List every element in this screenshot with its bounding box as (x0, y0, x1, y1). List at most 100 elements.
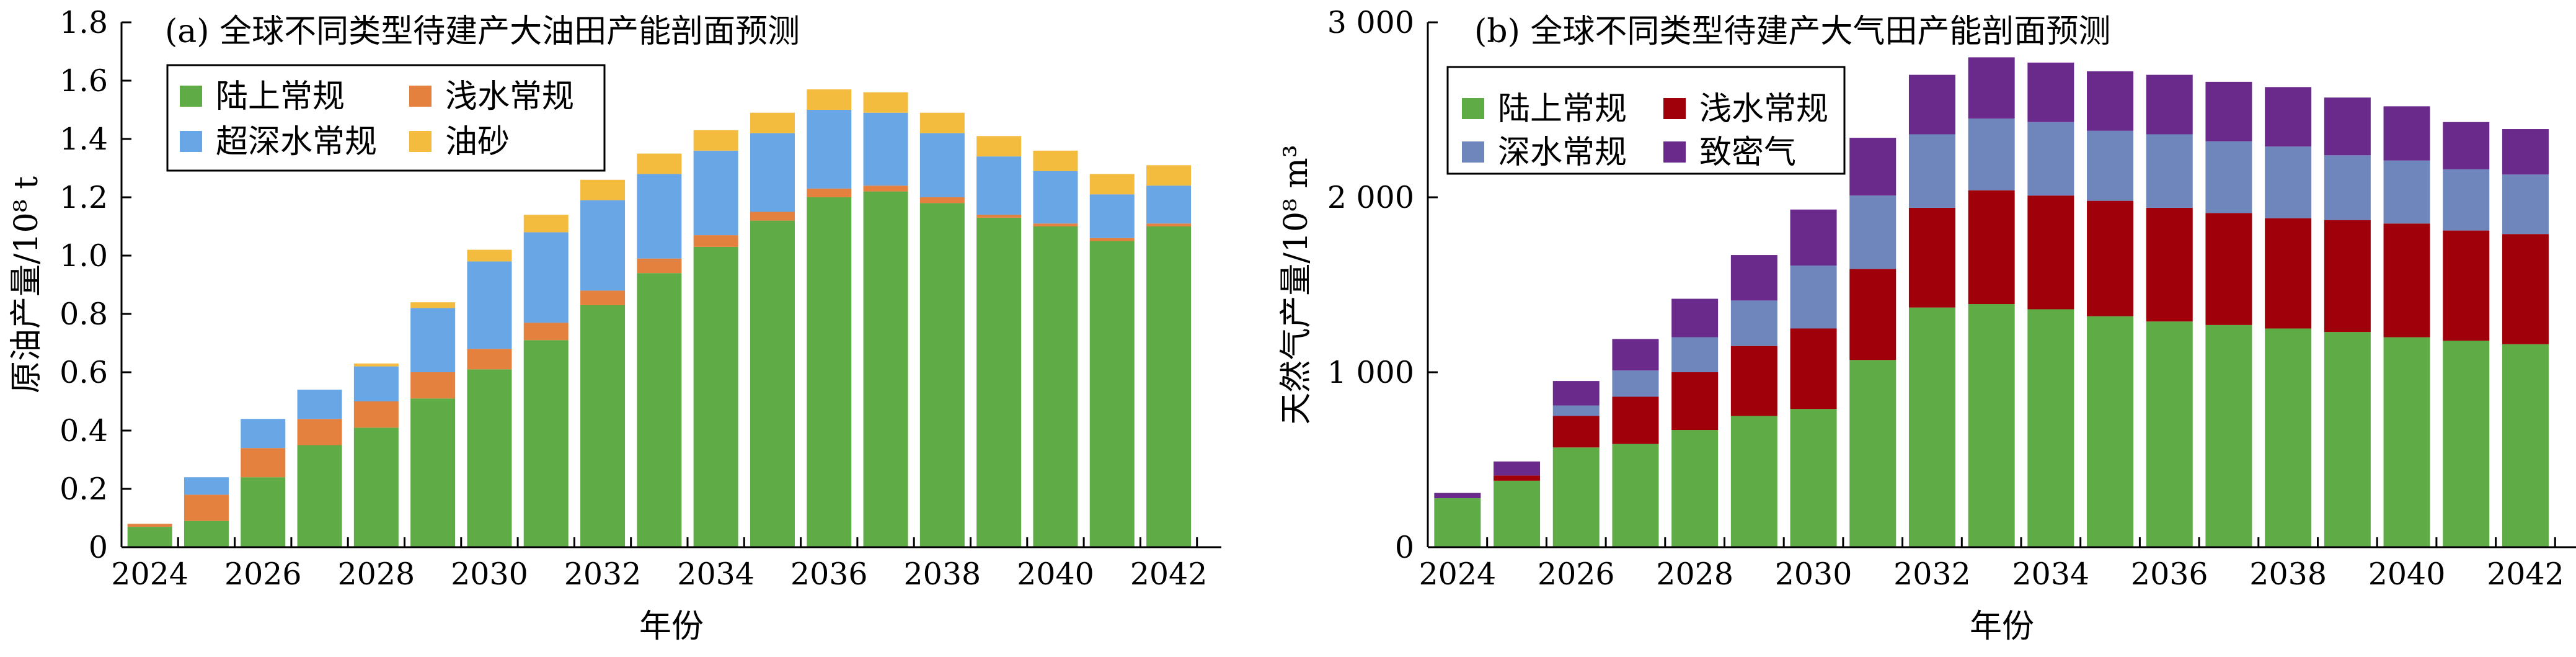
bar-2042-series-3 (1146, 165, 1192, 186)
bar-2027-series-1 (297, 419, 342, 445)
bar-2028-series-2 (353, 366, 399, 401)
bar-2035-series-3 (2087, 71, 2134, 131)
legend-swatch (180, 86, 202, 107)
bar-2035-series-1 (750, 212, 795, 221)
x-tick-label: 2042 (1130, 556, 1208, 592)
bar-2031-series-1 (1849, 269, 1897, 360)
bar-2041-series-1 (1089, 238, 1135, 241)
bar-2030-series-3 (467, 249, 512, 262)
x-tick-label: 2030 (451, 556, 528, 592)
bar-2042-series-1 (1146, 223, 1192, 226)
bar-2025-series-0 (184, 521, 229, 547)
x-tick-label: 2024 (111, 556, 188, 592)
bar-2042-series-1 (2502, 234, 2549, 344)
bar-2042-series-0 (2502, 344, 2549, 547)
bar-2039-series-0 (2324, 332, 2371, 547)
chart-panel-b: 0 1 000 2 000 3 000 2024 2026 2028 2030 2032 2034… (1278, 5, 2576, 645)
bar-2028-series-1 (1671, 372, 1719, 431)
bar-2032-series-0 (1908, 307, 1955, 547)
x-tick-label: 2032 (564, 556, 642, 592)
x-axis-title: 年份 (1970, 608, 2034, 645)
x-tick-label: 2026 (224, 556, 302, 592)
x-tick-label: 2038 (2249, 556, 2327, 592)
bar-2040-series-0 (1033, 226, 1078, 547)
bar-2036-series-1 (807, 188, 852, 197)
bar-2024-series-0 (127, 527, 172, 547)
bar-2030-series-2 (467, 261, 512, 349)
bar-2033-series-0 (1968, 304, 2015, 547)
legend-swatch (1462, 141, 1484, 163)
legend-label: 浅水常规 (445, 78, 574, 115)
bar-2038-series-3 (919, 112, 965, 133)
bar-2032-series-3 (1908, 74, 1955, 135)
bar-2034-series-0 (693, 246, 738, 547)
bar-2037-series-1 (863, 185, 908, 192)
bar-2031-series-1 (523, 323, 569, 341)
legend-label: 致密气 (1699, 134, 1796, 171)
legend-label: 深水常规 (1498, 134, 1627, 171)
y-tick-label: 1.6 (60, 63, 108, 99)
bar-2042-series-0 (1146, 226, 1192, 547)
bar-2031-series-3 (523, 215, 569, 233)
y-tick-label: 1.2 (60, 180, 108, 215)
bar-2026-series-2 (241, 419, 286, 449)
bar-2039-series-2 (2324, 155, 2371, 220)
x-tick-label: 2034 (677, 556, 755, 592)
bar-2026-series-2 (1552, 405, 1600, 416)
bar-2029-series-2 (1730, 300, 1777, 346)
bar-2035-series-0 (2087, 316, 2134, 547)
bar-2032-series-2 (1908, 134, 1955, 208)
y-tick-label: 0.6 (60, 355, 108, 390)
y-tick-label: 0.2 (60, 472, 108, 507)
bar-2031-series-0 (523, 340, 569, 547)
x-tick-label: 2040 (2368, 556, 2446, 592)
x-tick-label: 2036 (790, 556, 868, 592)
legend-swatch (1663, 141, 1686, 163)
bar-2038-series-0 (919, 203, 965, 547)
bar-2035-series-3 (750, 112, 795, 133)
legend-swatch (409, 86, 432, 107)
bar-2039-series-1 (976, 215, 1022, 218)
bar-2041-series-0 (1089, 241, 1135, 547)
bar-2026-series-1 (1552, 416, 1600, 448)
y-tick-label: 3 000 (1327, 5, 1414, 40)
bar-2029-series-3 (1730, 255, 1777, 301)
bar-2029-series-1 (410, 372, 456, 399)
bar-2031-series-0 (1849, 360, 1897, 547)
legend-swatch (1462, 98, 1484, 119)
x-tick-label: 2038 (903, 556, 981, 592)
bar-2033-series-0 (637, 273, 682, 547)
bar-2025-series-1 (184, 494, 229, 521)
bar-2041-series-3 (1089, 174, 1135, 195)
y-axis-title: 天然气产量/10⁸ m³ (1278, 145, 1315, 424)
bar-2025-series-0 (1494, 480, 1541, 547)
legend-swatch (180, 131, 202, 152)
y-tick-label: 2 000 (1327, 180, 1414, 215)
bar-2024-series-3 (1434, 493, 1481, 499)
bar-2036-series-0 (807, 197, 852, 547)
bar-2033-series-2 (1968, 118, 2015, 190)
y-axis-title: 原油产量/10⁸ t (8, 176, 45, 393)
legend-label: 油砂 (445, 123, 510, 161)
y-tick-label: 1 000 (1327, 355, 1414, 390)
bar-2027-series-2 (1612, 370, 1659, 397)
bar-2026-series-3 (1552, 381, 1600, 406)
bar-2032-series-2 (580, 200, 626, 291)
bar-2031-series-2 (523, 232, 569, 323)
bar-2025-series-2 (184, 477, 229, 495)
bar-2037-series-2 (863, 112, 908, 186)
chart-panel-a: 0 0.2 0.4 0.6 0.8 1.0 1.2 1.4 1.6 1.8 2024 2026 2028… (8, 5, 1221, 645)
bar-2030-series-0 (1790, 409, 1837, 547)
bar-2042-series-3 (2502, 129, 2549, 175)
legend-swatch (409, 131, 432, 152)
bar-2039-series-3 (2324, 97, 2371, 156)
bar-2032-series-3 (580, 179, 626, 200)
bar-2040-series-3 (1033, 150, 1078, 171)
bar-2033-series-1 (1968, 190, 2015, 305)
bar-2030-series-1 (1790, 328, 1837, 409)
x-tick-label: 2040 (1017, 556, 1094, 592)
bar-2033-series-1 (637, 258, 682, 274)
x-axis-title: 年份 (639, 608, 704, 645)
bar-2041-series-2 (2443, 169, 2490, 231)
bar-2036-series-1 (2146, 207, 2193, 322)
